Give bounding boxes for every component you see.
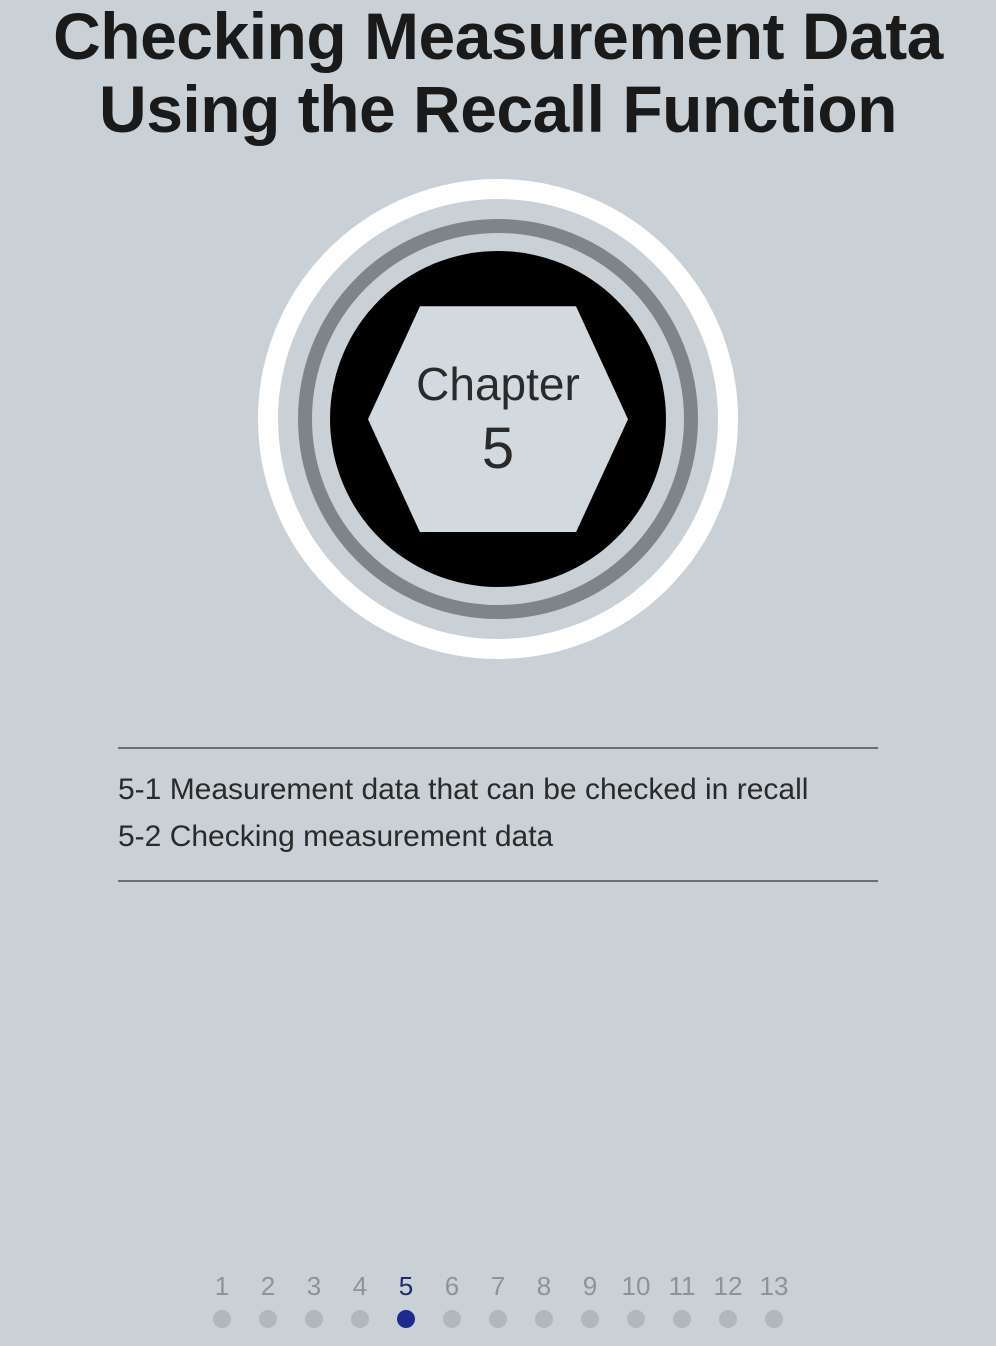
pager-item-6[interactable]: 6 [429, 1271, 475, 1328]
pager-number: 8 [537, 1271, 551, 1302]
pager-dot [351, 1310, 369, 1328]
pager-number: 3 [307, 1271, 321, 1302]
pager-item-12[interactable]: 12 [705, 1271, 751, 1328]
pager-dot [443, 1310, 461, 1328]
pager-item-11[interactable]: 11 [659, 1271, 705, 1328]
badge-ring-inner: Chapter 5 [330, 251, 666, 587]
toc-entry: 5-1 Measurement data that can be checked… [118, 767, 878, 814]
pager-dot [765, 1310, 783, 1328]
chapter-badge: Chapter 5 [258, 179, 738, 659]
pager-dot [259, 1310, 277, 1328]
badge-hexagon: Chapter 5 [368, 306, 628, 532]
pager-item-5[interactable]: 5 [383, 1271, 429, 1328]
pager-dot [673, 1310, 691, 1328]
pager-dot [535, 1310, 553, 1328]
pager-item-8[interactable]: 8 [521, 1271, 567, 1328]
page-title: Checking Measurement Data Using the Reca… [0, 0, 996, 145]
pager-dot [305, 1310, 323, 1328]
pager-dot [581, 1310, 599, 1328]
pager-dot [489, 1310, 507, 1328]
pager-item-7[interactable]: 7 [475, 1271, 521, 1328]
chapter-pager: 12345678910111213 [0, 1271, 996, 1328]
pager-number: 12 [714, 1271, 743, 1302]
pager-number: 9 [583, 1271, 597, 1302]
pager-dot [397, 1310, 415, 1328]
title-line-1: Checking Measurement Data [53, 0, 943, 73]
pager-dot [627, 1310, 645, 1328]
pager-dot [213, 1310, 231, 1328]
pager-item-3[interactable]: 3 [291, 1271, 337, 1328]
pager-item-2[interactable]: 2 [245, 1271, 291, 1328]
title-line-2: Using the Recall Function [99, 72, 897, 146]
pager-number: 5 [399, 1271, 413, 1302]
pager-item-9[interactable]: 9 [567, 1271, 613, 1328]
table-of-contents: 5-1 Measurement data that can be checked… [118, 747, 878, 882]
pager-dot [719, 1310, 737, 1328]
chapter-number: 5 [482, 415, 514, 482]
pager-number: 7 [491, 1271, 505, 1302]
pager-item-4[interactable]: 4 [337, 1271, 383, 1328]
chapter-badge-container: Chapter 5 [0, 179, 996, 659]
pager-number: 1 [215, 1271, 229, 1302]
pager-number: 11 [669, 1271, 696, 1302]
pager-item-13[interactable]: 13 [751, 1271, 797, 1328]
toc-entry: 5-2 Checking measurement data [118, 814, 878, 861]
pager-item-1[interactable]: 1 [199, 1271, 245, 1328]
pager-number: 13 [760, 1271, 789, 1302]
pager-item-10[interactable]: 10 [613, 1271, 659, 1328]
pager-number: 4 [353, 1271, 367, 1302]
pager-number: 2 [261, 1271, 275, 1302]
pager-number: 10 [622, 1271, 651, 1302]
chapter-label: Chapter [416, 357, 580, 411]
pager-number: 6 [445, 1271, 459, 1302]
